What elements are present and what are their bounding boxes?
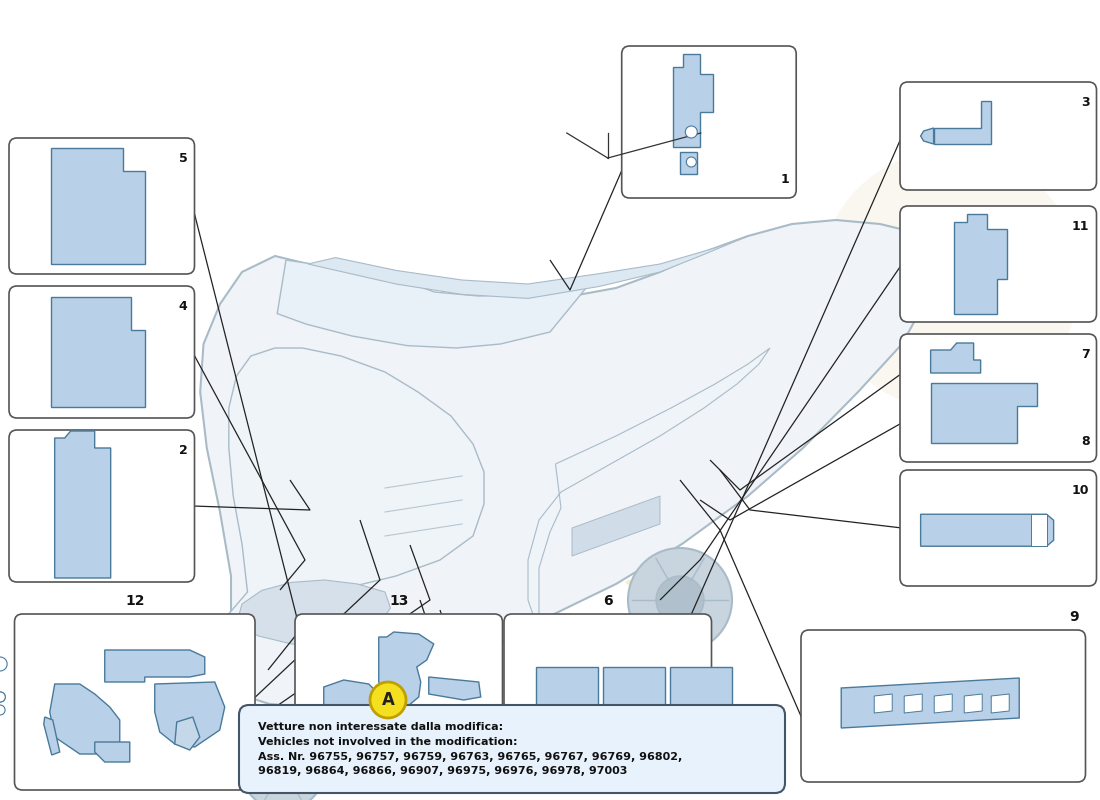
Text: 12: 12 bbox=[125, 594, 144, 608]
Text: 13: 13 bbox=[389, 594, 408, 608]
Text: 96819, 96864, 96866, 96907, 96975, 96976, 96978, 97003: 96819, 96864, 96866, 96907, 96975, 96976… bbox=[258, 766, 627, 776]
FancyBboxPatch shape bbox=[900, 82, 1097, 190]
Polygon shape bbox=[670, 667, 732, 737]
Polygon shape bbox=[536, 730, 732, 737]
Polygon shape bbox=[200, 220, 935, 708]
Polygon shape bbox=[51, 297, 145, 407]
FancyBboxPatch shape bbox=[14, 614, 255, 790]
Circle shape bbox=[0, 705, 6, 715]
Polygon shape bbox=[603, 667, 664, 737]
Polygon shape bbox=[921, 128, 934, 144]
Polygon shape bbox=[991, 694, 1009, 713]
Polygon shape bbox=[104, 650, 205, 682]
Text: 7: 7 bbox=[1080, 348, 1089, 361]
Circle shape bbox=[370, 682, 406, 718]
FancyBboxPatch shape bbox=[9, 286, 195, 418]
FancyBboxPatch shape bbox=[621, 46, 796, 198]
Circle shape bbox=[241, 726, 324, 800]
FancyBboxPatch shape bbox=[801, 630, 1086, 782]
Circle shape bbox=[628, 548, 732, 652]
FancyBboxPatch shape bbox=[900, 334, 1097, 462]
Polygon shape bbox=[429, 677, 481, 700]
Polygon shape bbox=[277, 260, 594, 348]
Polygon shape bbox=[220, 348, 484, 624]
Polygon shape bbox=[50, 684, 120, 754]
Polygon shape bbox=[55, 431, 111, 578]
FancyBboxPatch shape bbox=[239, 705, 785, 793]
Circle shape bbox=[0, 692, 6, 702]
Polygon shape bbox=[934, 694, 953, 713]
Polygon shape bbox=[51, 148, 145, 264]
Polygon shape bbox=[931, 383, 1036, 443]
Circle shape bbox=[820, 150, 1080, 410]
Polygon shape bbox=[308, 236, 748, 298]
Polygon shape bbox=[934, 101, 991, 144]
Text: passion for parts.com: passion for parts.com bbox=[403, 410, 697, 630]
Circle shape bbox=[686, 157, 696, 167]
Circle shape bbox=[0, 692, 6, 702]
Text: A: A bbox=[382, 691, 395, 709]
Text: 5: 5 bbox=[178, 152, 187, 165]
Text: Vehicles not involved in the modification:: Vehicles not involved in the modificatio… bbox=[258, 737, 517, 747]
Polygon shape bbox=[1031, 514, 1046, 546]
Polygon shape bbox=[874, 694, 892, 713]
Polygon shape bbox=[931, 343, 980, 373]
Text: Vetture non interessate dalla modifica:: Vetture non interessate dalla modifica: bbox=[258, 722, 503, 732]
Text: 8: 8 bbox=[1081, 435, 1089, 448]
Polygon shape bbox=[155, 682, 224, 747]
Text: 10: 10 bbox=[1072, 484, 1089, 497]
Polygon shape bbox=[572, 496, 660, 556]
Circle shape bbox=[263, 748, 302, 788]
Polygon shape bbox=[175, 717, 200, 750]
Polygon shape bbox=[965, 694, 982, 713]
Polygon shape bbox=[528, 348, 770, 632]
Polygon shape bbox=[842, 678, 1020, 728]
Text: 4: 4 bbox=[178, 300, 187, 313]
Polygon shape bbox=[904, 694, 922, 713]
Polygon shape bbox=[236, 580, 390, 644]
FancyBboxPatch shape bbox=[900, 206, 1097, 322]
Circle shape bbox=[0, 657, 7, 671]
Polygon shape bbox=[536, 667, 597, 737]
Text: 3: 3 bbox=[1081, 96, 1089, 109]
FancyBboxPatch shape bbox=[9, 430, 195, 582]
FancyBboxPatch shape bbox=[9, 138, 195, 274]
FancyBboxPatch shape bbox=[504, 614, 712, 790]
Polygon shape bbox=[921, 514, 1054, 546]
Polygon shape bbox=[954, 214, 1007, 314]
FancyBboxPatch shape bbox=[900, 470, 1097, 586]
Polygon shape bbox=[95, 742, 130, 762]
Polygon shape bbox=[673, 54, 713, 147]
Circle shape bbox=[685, 126, 697, 138]
FancyBboxPatch shape bbox=[295, 614, 503, 790]
Circle shape bbox=[656, 576, 704, 624]
Text: 1: 1 bbox=[780, 173, 789, 186]
Text: 9: 9 bbox=[1069, 610, 1078, 624]
Polygon shape bbox=[378, 712, 461, 757]
Text: Ass. Nr. 96755, 96757, 96759, 96763, 96765, 96767, 96769, 96802,: Ass. Nr. 96755, 96757, 96759, 96763, 967… bbox=[258, 752, 682, 762]
Polygon shape bbox=[44, 717, 59, 755]
Text: 6: 6 bbox=[603, 594, 613, 608]
Polygon shape bbox=[378, 632, 433, 707]
Text: 2: 2 bbox=[178, 444, 187, 457]
Polygon shape bbox=[323, 680, 378, 717]
Text: 11: 11 bbox=[1072, 220, 1089, 233]
Polygon shape bbox=[680, 152, 697, 174]
